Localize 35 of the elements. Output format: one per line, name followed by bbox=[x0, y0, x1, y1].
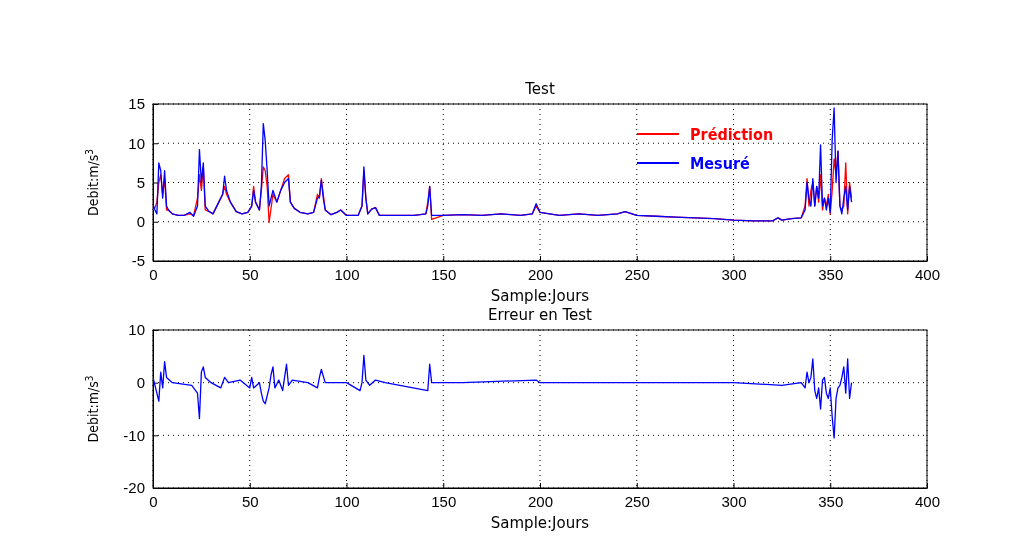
x-tick-label: 0 bbox=[149, 492, 158, 510]
x-tick-label: 200 bbox=[527, 265, 554, 283]
x-tick-label: 50 bbox=[241, 265, 259, 283]
x-tick-label: 250 bbox=[624, 265, 650, 283]
y-tick-label: 0 bbox=[136, 213, 145, 231]
legend-label: Prédiction bbox=[690, 125, 774, 144]
x-tick-label: 50 bbox=[241, 492, 259, 510]
y-tick-label: -10 bbox=[123, 426, 145, 444]
x-tick-label: 0 bbox=[149, 265, 158, 283]
y-tick-label: -20 bbox=[123, 479, 145, 497]
x-tick-label: 150 bbox=[431, 492, 457, 510]
y-tick-label: 5 bbox=[136, 173, 145, 191]
line-series bbox=[153, 354, 853, 439]
y-tick-label: 0 bbox=[136, 373, 145, 391]
x-tick-label: 350 bbox=[818, 492, 844, 510]
x-tick-label: 400 bbox=[914, 492, 941, 510]
line-series bbox=[153, 107, 853, 222]
x-tick-label: 300 bbox=[721, 265, 747, 283]
legend-label: Mesuré bbox=[690, 154, 751, 173]
x-tick-label: 400 bbox=[914, 265, 941, 283]
y-tick-label: -5 bbox=[131, 252, 145, 270]
x-tick-label: 200 bbox=[527, 492, 554, 510]
y-tick-label: 10 bbox=[128, 134, 145, 152]
x-tick-label: 150 bbox=[431, 265, 457, 283]
chart-title: Test bbox=[524, 80, 555, 98]
x-tick-label: 350 bbox=[818, 265, 844, 283]
chart-title: Erreur en Test bbox=[488, 306, 593, 324]
y-tick-label: 10 bbox=[128, 321, 145, 339]
y-tick-label: 15 bbox=[128, 95, 145, 113]
x-tick-label: 250 bbox=[624, 492, 650, 510]
x-tick-label: 100 bbox=[334, 265, 360, 283]
x-axis-title: Sample:Jours bbox=[490, 514, 590, 532]
x-tick-label: 100 bbox=[334, 492, 360, 510]
x-axis-title: Sample:Jours bbox=[490, 287, 590, 305]
x-tick-label: 300 bbox=[721, 492, 747, 510]
